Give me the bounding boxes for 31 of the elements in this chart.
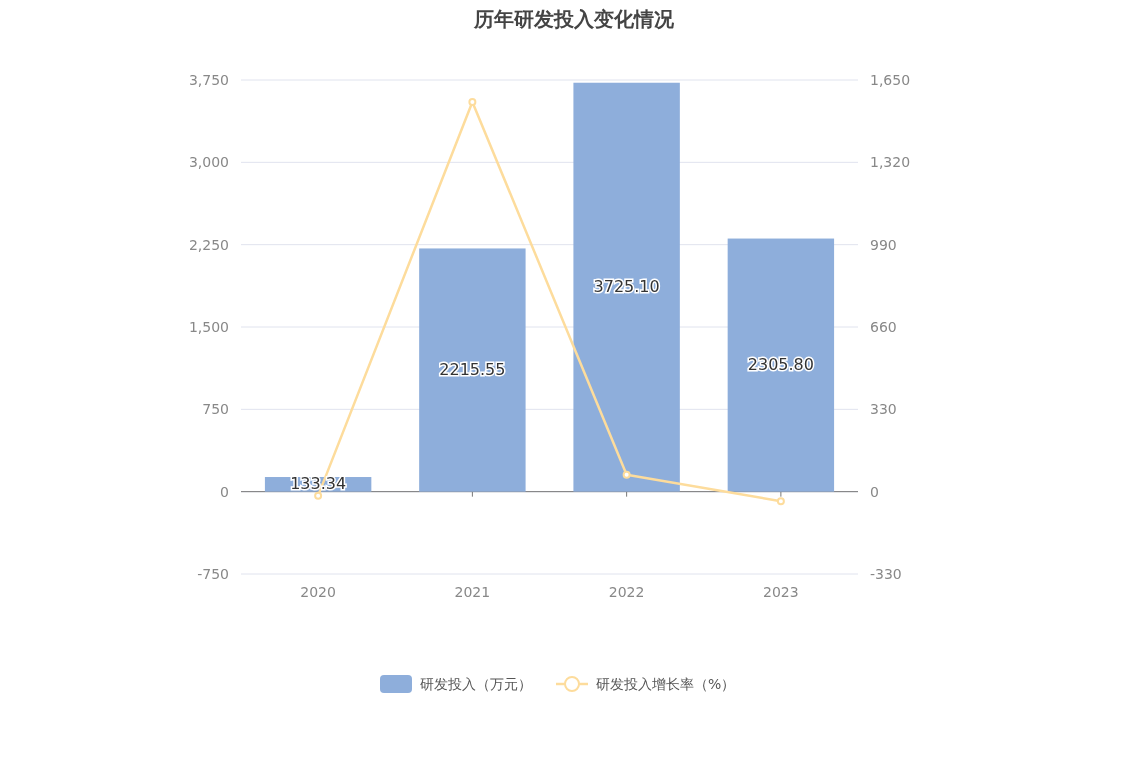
data-label: 2305.80 [747,355,814,375]
y2-tick-label: -330 [870,566,902,582]
y-tick-label: 1,500 [188,319,229,335]
y2-tick-label: 660 [870,319,897,335]
x-tick-label: 2020 [300,584,336,600]
y2-tick-label: 1,650 [870,72,911,88]
legend-label: 研发投入增长率（%） [596,676,736,692]
y-tick-label: 3,000 [188,154,229,171]
y2-tick-label: 0 [870,483,879,500]
point [314,491,323,500]
y2-tick-label: 1,320 [870,154,911,171]
legend-label: 研发投入（万元） [420,676,532,692]
point [468,97,477,106]
x-tick-label: 2022 [608,584,645,600]
point [622,470,631,479]
y-tick-label: 3,750 [188,72,229,88]
bar [727,238,835,492]
y2-tick-label: 330 [870,401,897,418]
y-tick-label: 2,250 [188,236,229,253]
y-tick-label: 750 [202,401,229,418]
x-tick-label: 2021 [454,584,491,600]
chart-title: 历年研发投入变化情况 [473,7,675,31]
point [776,497,785,506]
y2-tick-label: 990 [870,236,897,253]
data-label: 2215.55 [439,360,506,380]
y-tick-label: 0 [220,483,229,500]
bar [419,248,526,492]
y-tick-label: -750 [197,566,229,582]
data-label: 3725.10 [593,277,660,297]
x-tick-label: 2023 [763,584,799,600]
bar [573,82,680,492]
